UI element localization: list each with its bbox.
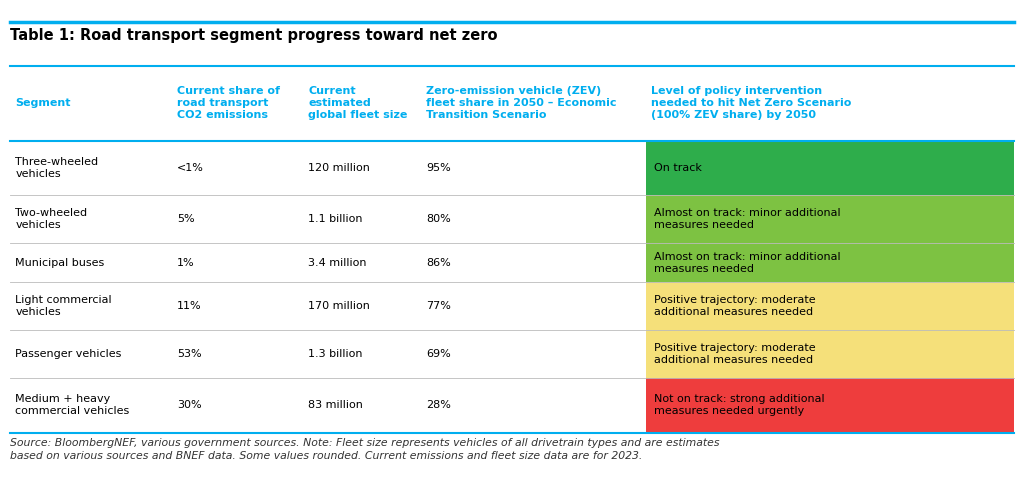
Text: Light commercial
vehicles: Light commercial vehicles [15,295,112,317]
Text: Positive trajectory: moderate
additional measures needed: Positive trajectory: moderate additional… [654,344,816,365]
Text: 77%: 77% [426,301,451,311]
Text: On track: On track [654,163,702,173]
Text: 170 million: 170 million [308,301,370,311]
Bar [646,195,1014,243]
Text: Almost on track: minor additional
measures needed: Almost on track: minor additional measur… [654,208,841,230]
Text: Three-wheeled
vehicles: Three-wheeled vehicles [15,157,98,179]
Text: 1.3 billion: 1.3 billion [308,349,362,359]
Text: 11%: 11% [177,301,202,311]
Text: Table 1: Road transport segment progress toward net zero: Table 1: Road transport segment progress… [10,28,498,43]
Text: Zero-emission vehicle (ZEV)
fleet share in 2050 – Economic
Transition Scenario: Zero-emission vehicle (ZEV) fleet share … [426,87,616,120]
Text: Two-wheeled
vehicles: Two-wheeled vehicles [15,208,87,230]
Text: Positive trajectory: moderate
additional measures needed: Positive trajectory: moderate additional… [654,295,816,317]
Text: 53%: 53% [177,349,202,359]
Text: 83 million: 83 million [308,400,364,411]
Text: Level of policy intervention
needed to hit Net Zero Scenario
(100% ZEV share) by: Level of policy intervention needed to h… [651,87,852,120]
Text: 69%: 69% [426,349,451,359]
Text: 28%: 28% [426,400,451,411]
Text: 1%: 1% [177,258,195,268]
Text: 3.4 million: 3.4 million [308,258,367,268]
Bar [646,379,1014,433]
Text: Municipal buses: Municipal buses [15,258,104,268]
Text: 1.1 billion: 1.1 billion [308,214,362,224]
Text: Not on track: strong additional
measures needed urgently: Not on track: strong additional measures… [654,395,825,417]
Text: Current
estimated
global fleet size: Current estimated global fleet size [308,87,408,120]
Text: Current share of
road transport
CO2 emissions: Current share of road transport CO2 emis… [177,87,281,120]
Bar [646,282,1014,330]
Bar [646,330,1014,379]
Text: 5%: 5% [177,214,195,224]
Text: Source: BloombergNEF, various government sources. Note: Fleet size represents ve: Source: BloombergNEF, various government… [10,438,720,461]
Text: Almost on track: minor additional
measures needed: Almost on track: minor additional measur… [654,252,841,274]
Text: <1%: <1% [177,163,204,173]
Text: Passenger vehicles: Passenger vehicles [15,349,122,359]
Text: Segment: Segment [15,98,71,108]
Text: 120 million: 120 million [308,163,370,173]
Text: 30%: 30% [177,400,202,411]
Text: 95%: 95% [426,163,451,173]
Text: 86%: 86% [426,258,451,268]
Bar [646,243,1014,282]
Text: 80%: 80% [426,214,451,224]
Bar [646,141,1014,195]
Text: Medium + heavy
commercial vehicles: Medium + heavy commercial vehicles [15,395,130,417]
